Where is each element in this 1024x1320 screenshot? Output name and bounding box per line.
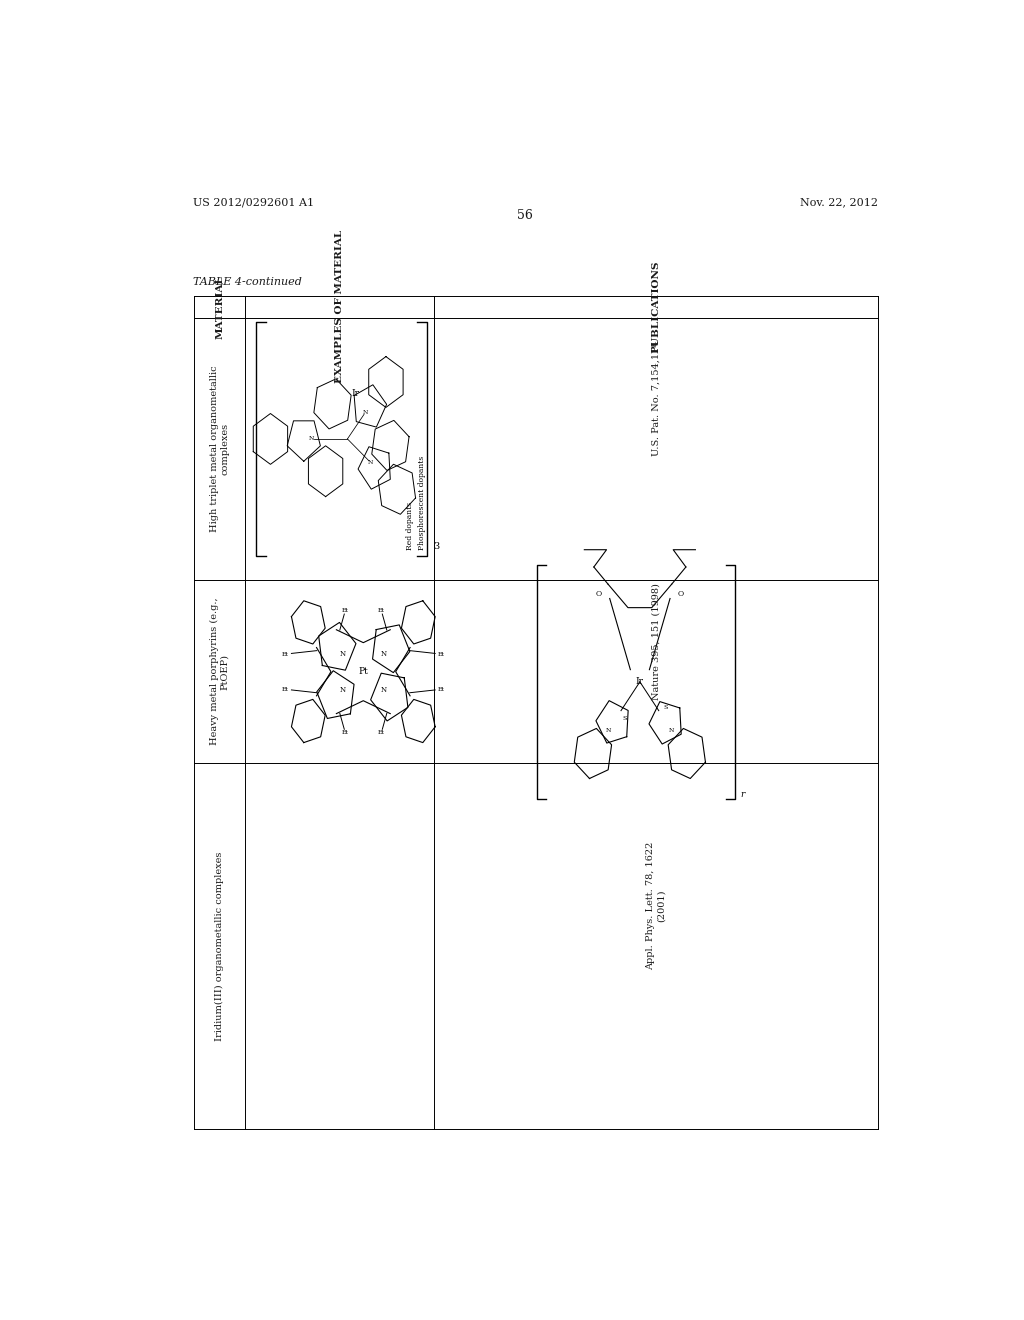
- Text: N: N: [340, 686, 346, 694]
- Text: Et: Et: [282, 652, 289, 656]
- Text: N: N: [368, 459, 373, 465]
- Text: Phosphorescent dopants: Phosphorescent dopants: [418, 455, 426, 549]
- Text: Et: Et: [378, 609, 385, 612]
- Text: O: O: [596, 590, 602, 598]
- Text: High triplet metal organometallic
complexes: High triplet metal organometallic comple…: [210, 366, 229, 532]
- Text: N: N: [340, 649, 346, 657]
- Text: Nature 395, 151 (1998): Nature 395, 151 (1998): [651, 582, 660, 700]
- Text: S: S: [663, 705, 668, 710]
- Text: Iridium(III) organometallic complexes: Iridium(III) organometallic complexes: [215, 851, 224, 1040]
- Text: N: N: [362, 411, 368, 414]
- Text: Heavy metal porphyrins (e.g.,
PtOEP): Heavy metal porphyrins (e.g., PtOEP): [210, 598, 229, 746]
- Text: U.S. Pat. No. 7,154,114: U.S. Pat. No. 7,154,114: [651, 341, 660, 457]
- Text: Et: Et: [438, 652, 445, 656]
- Text: Et: Et: [342, 730, 349, 735]
- Text: Red dopants: Red dopants: [406, 502, 414, 549]
- Text: 56: 56: [517, 209, 532, 222]
- Text: EXAMPLES OF MATERIAL: EXAMPLES OF MATERIAL: [335, 230, 344, 383]
- Text: PUBLICATIONS: PUBLICATIONS: [651, 260, 660, 352]
- Text: Pt: Pt: [358, 667, 369, 676]
- Text: Nov. 22, 2012: Nov. 22, 2012: [800, 197, 878, 207]
- Text: TABLE 4-continued: TABLE 4-continued: [194, 277, 302, 288]
- Text: Et: Et: [342, 609, 349, 612]
- Text: N: N: [669, 727, 674, 733]
- Text: Ir: Ir: [636, 677, 644, 686]
- Text: Et: Et: [378, 730, 385, 735]
- Text: Et: Et: [282, 686, 289, 692]
- Text: N: N: [605, 727, 611, 733]
- Text: Et: Et: [438, 686, 445, 692]
- Text: N: N: [309, 437, 314, 441]
- Text: Ir: Ir: [351, 388, 359, 397]
- Text: N: N: [381, 649, 387, 657]
- Text: Appl. Phys. Lett. 78, 1622
(2001): Appl. Phys. Lett. 78, 1622 (2001): [646, 841, 666, 970]
- Text: O: O: [678, 590, 684, 598]
- Text: N: N: [381, 686, 387, 694]
- Text: MATERIAL: MATERIAL: [215, 275, 224, 339]
- Text: S: S: [623, 715, 627, 721]
- Text: r: r: [740, 789, 744, 799]
- Text: 3: 3: [433, 541, 439, 550]
- Text: US 2012/0292601 A1: US 2012/0292601 A1: [194, 197, 314, 207]
